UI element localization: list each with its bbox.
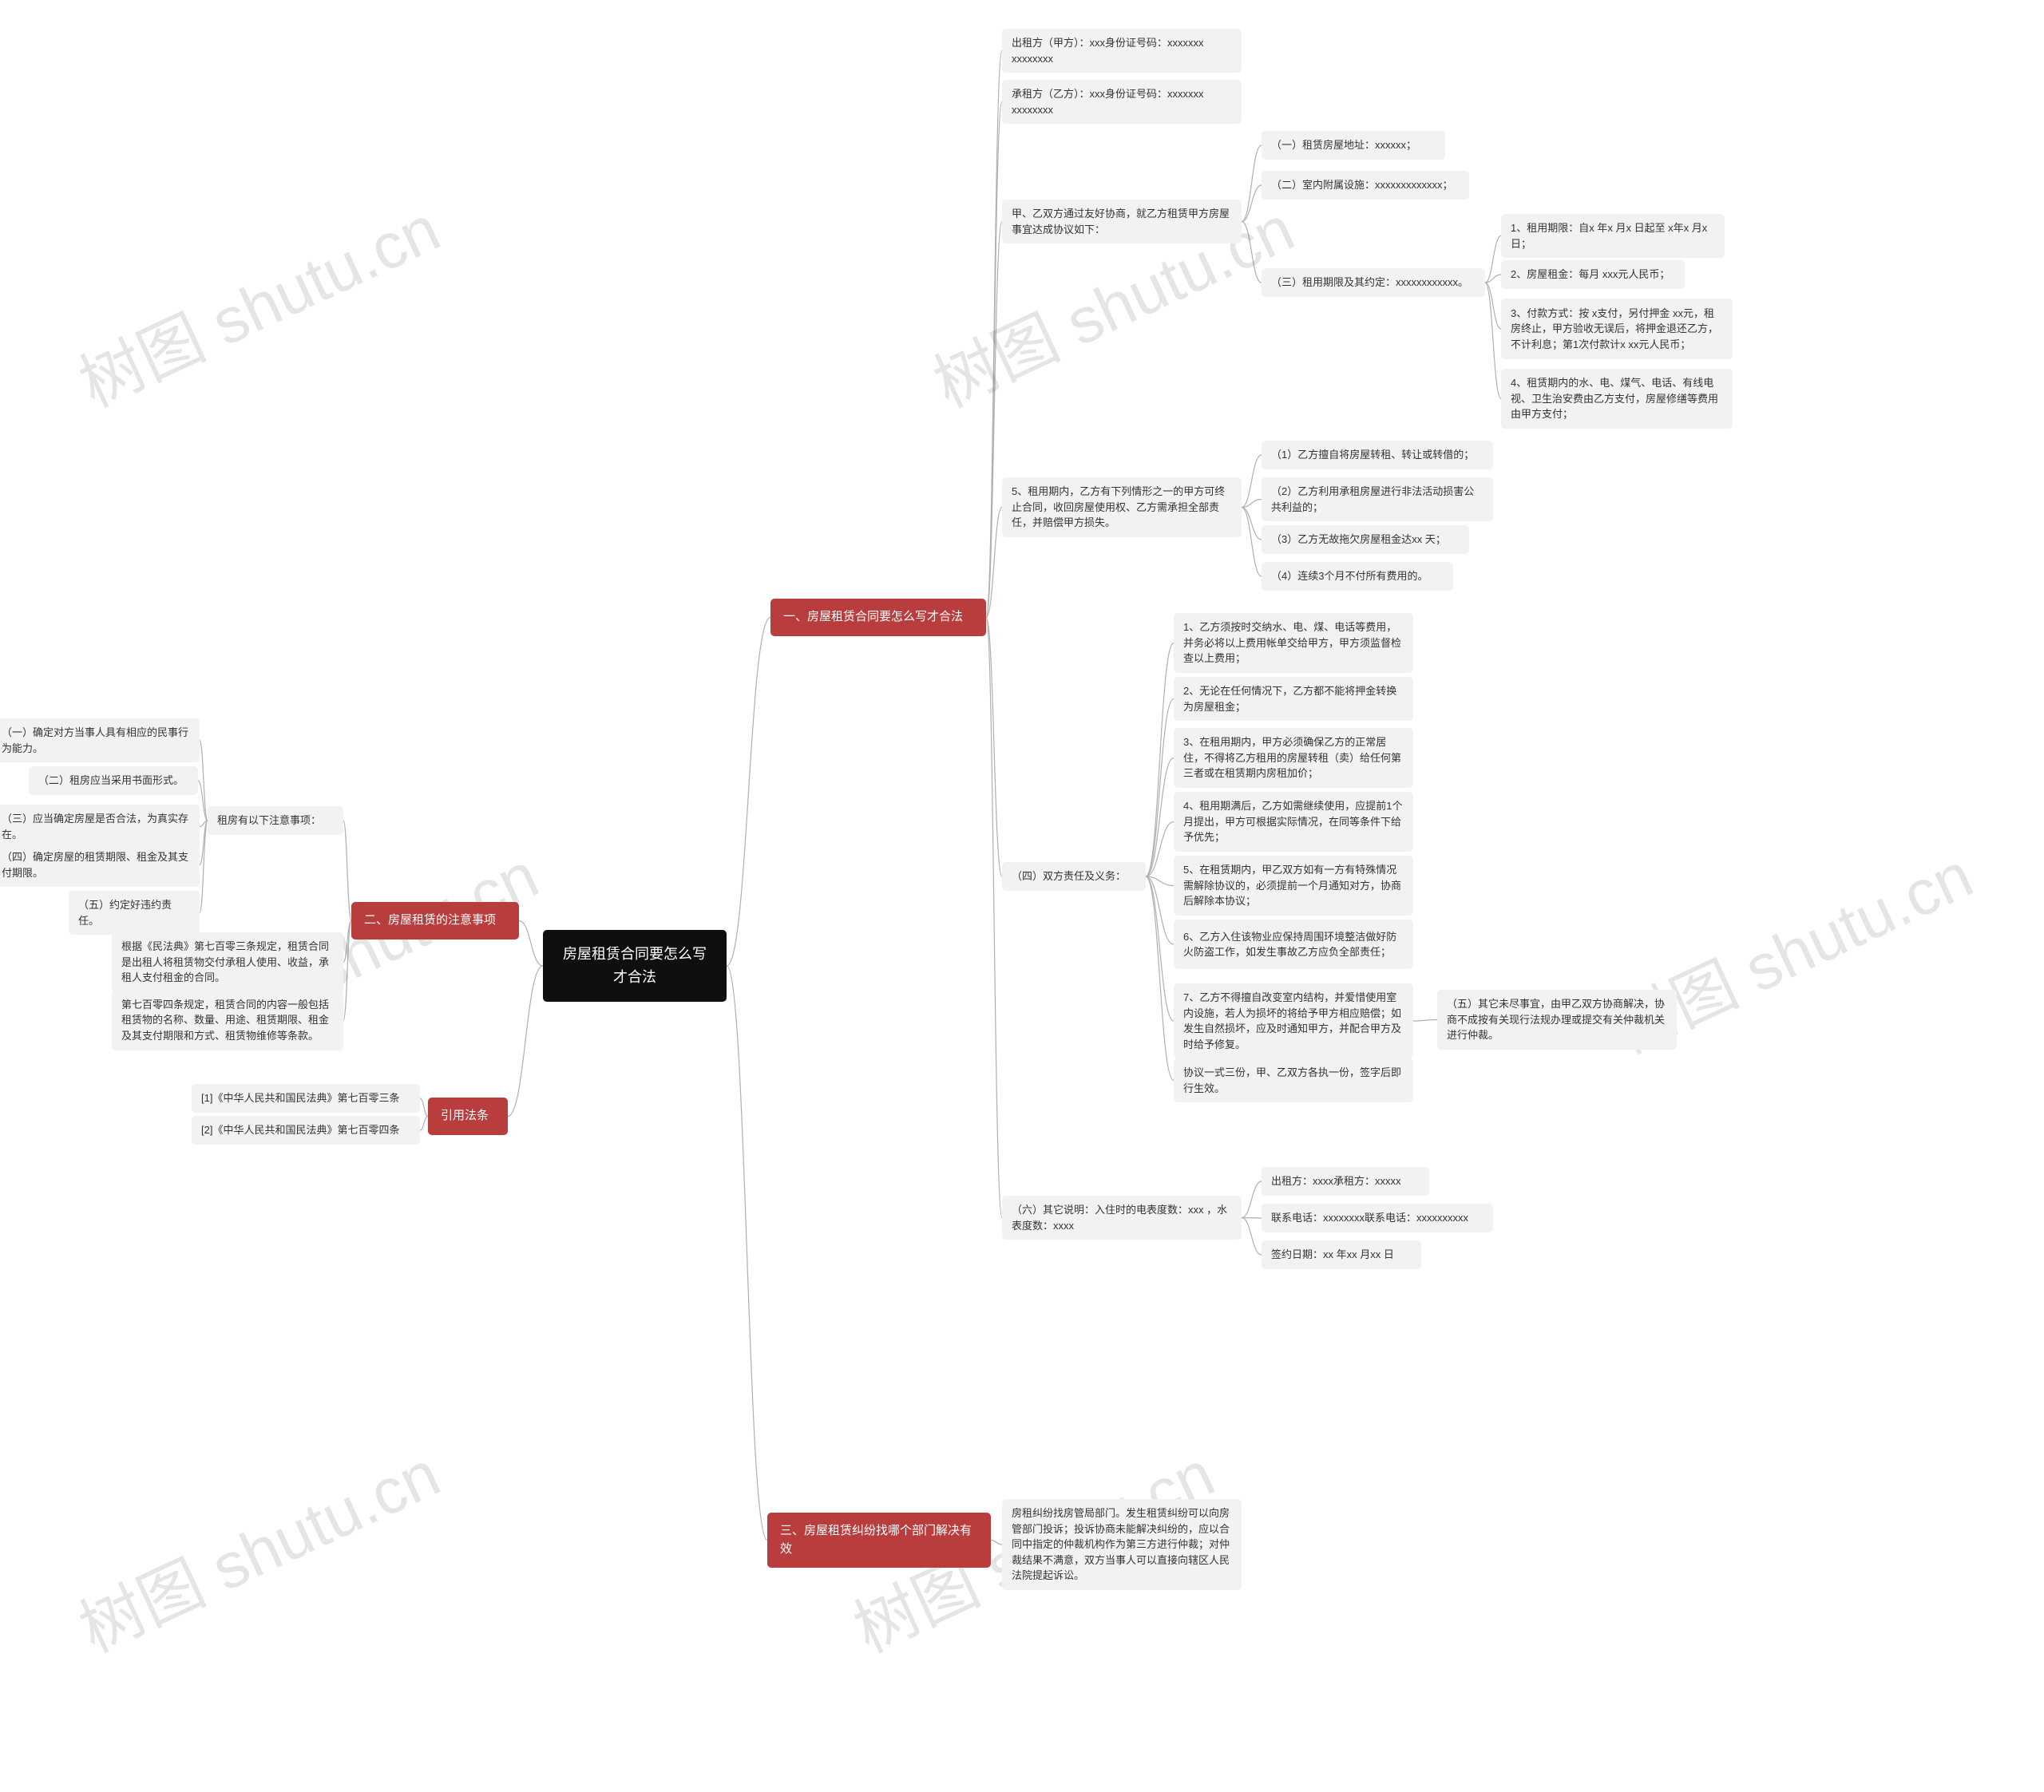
leaf-node: （三）应当确定房屋是否合法，为真实存在。: [0, 805, 200, 849]
leaf-node: （2）乙方利用承租房屋进行非法活动损害公共利益的；: [1262, 477, 1493, 521]
leaf-node: （一）确定对方当事人具有相应的民事行为能力。: [0, 718, 200, 762]
leaf-node: 2、房屋租金：每月 xxx元人民币；: [1501, 260, 1685, 289]
leaf-node: （二）租房应当采用书面形式。: [29, 766, 198, 795]
leaf-node: （三）租用期限及其约定：xxxxxxxxxxxx。: [1262, 268, 1485, 297]
section-node: 三、房屋租赁纠纷找哪个部门解决有效: [767, 1513, 991, 1568]
leaf-node: 根据《民法典》第七百零三条规定，租赁合同是出租人将租赁物交付承租人使用、收益，承…: [112, 932, 343, 992]
leaf-node: 7、乙方不得擅自改变室内结构，并爱惜使用室内设施，若人为损坏的将给予甲方相应赔偿…: [1174, 983, 1413, 1058]
leaf-node: 5、租用期内，乙方有下列情形之一的甲方可终止合同，收回房屋使用权、乙方需承担全部…: [1002, 477, 1242, 537]
leaf-node: 6、乙方入住该物业应保持周围环境整洁做好防火防盗工作，如发生事故乙方应负全部责任…: [1174, 920, 1413, 969]
leaf-node: （六）其它说明：入住时的电表度数：xxx ，水表度数：xxxx: [1002, 1196, 1242, 1240]
leaf-node: （一）租赁房屋地址：xxxxxx；: [1262, 131, 1445, 160]
leaf-node: 出租方：xxxx承租方：xxxxx: [1262, 1167, 1429, 1196]
leaf-node: （二）室内附属设施：xxxxxxxxxxxxx；: [1262, 171, 1469, 200]
leaf-node: 1、租用期限：自x 年x 月x 日起至 x年x 月x 日；: [1501, 214, 1725, 258]
leaf-node: 出租方（甲方）：xxx身份证号码：xxxxxxx xxxxxxxx: [1002, 29, 1242, 73]
watermark: 树图 shutu.cn: [62, 178, 452, 425]
leaf-node: 联系电话：xxxxxxxx联系电话：xxxxxxxxxx: [1262, 1204, 1493, 1232]
leaf-node: 1、乙方须按时交纳水、电、煤、电话等费用，并务必将以上费用帐单交给甲方，甲方须监…: [1174, 613, 1413, 673]
leaf-node: （五）其它未尽事宜，由甲乙双方协商解决，协商不成按有关现行法规办理或提交有关仲裁…: [1437, 990, 1677, 1050]
leaf-node: 2、无论在任何情况下，乙方都不能将押金转换为房屋租金；: [1174, 677, 1413, 721]
leaf-node: 租房有以下注意事项：: [208, 806, 343, 835]
section-node: 引用法条: [428, 1098, 508, 1135]
leaf-node: 4、租赁期内的水、电、煤气、电话、有线电视、卫生治安费由乙方支付，房屋修缮等费用…: [1501, 369, 1733, 429]
leaf-node: （四）确定房屋的租赁期限、租金及其支付期限。: [0, 843, 200, 887]
leaf-node: 3、在租用期内，甲方必须确保乙方的正常居住，不得将乙方租用的房屋转租（卖）给任何…: [1174, 728, 1413, 788]
leaf-node: [2]《中华人民共和国民法典》第七百零四条: [192, 1116, 420, 1145]
leaf-node: （五）约定好违约责任。: [69, 891, 200, 935]
leaf-node: [1]《中华人民共和国民法典》第七百零三条: [192, 1084, 420, 1113]
leaf-node: 承租方（乙方）：xxx身份证号码：xxxxxxx xxxxxxxx: [1002, 80, 1242, 124]
mindmap-canvas: 树图 shutu.cnshutu.cn树图 shutu.cn树图 shutu.c…: [0, 0, 2044, 1792]
leaf-node: 协议一式三份，甲、乙双方各执一份，签字后即行生效。: [1174, 1058, 1413, 1102]
section-node: 一、房屋租赁合同要怎么写才合法: [770, 599, 986, 636]
leaf-node: 签约日期：xx 年xx 月xx 日: [1262, 1240, 1421, 1269]
leaf-node: 第七百零四条规定，租赁合同的内容一般包括租赁物的名称、数量、用途、租赁期限、租金…: [112, 990, 343, 1050]
section-node: 二、房屋租赁的注意事项: [351, 902, 519, 940]
leaf-node: （4）连续3个月不付所有费用的。: [1262, 562, 1453, 591]
leaf-node: 房租纠纷找房管局部门。发生租赁纠纷可以向房管部门投诉；投诉协商未能解决纠纷的，应…: [1002, 1499, 1242, 1590]
leaf-node: 3、付款方式：按 x支付，另付押金 xx元，租房终止，甲方验收无误后，将押金退还…: [1501, 299, 1733, 359]
leaf-node: （3）乙方无故拖欠房屋租金达xx 天；: [1262, 525, 1469, 554]
leaf-node: 5、在租赁期内，甲乙双方如有一方有特殊情况需解除协议的，必须提前一个月通知对方，…: [1174, 856, 1413, 916]
leaf-node: 4、租用期满后，乙方如需继续使用，应提前1个月提出，甲方可根据实际情况，在同等条…: [1174, 792, 1413, 852]
watermark: 树图 shutu.cn: [62, 1423, 452, 1671]
root-node: 房屋租赁合同要怎么写才合法: [543, 930, 727, 1002]
leaf-node: 甲、乙双方通过友好协商，就乙方租赁甲方房屋事宜达成协议如下：: [1002, 200, 1242, 243]
leaf-node: （四）双方责任及义务：: [1002, 862, 1146, 891]
leaf-node: （1）乙方擅自将房屋转租、转让或转借的；: [1262, 441, 1493, 469]
